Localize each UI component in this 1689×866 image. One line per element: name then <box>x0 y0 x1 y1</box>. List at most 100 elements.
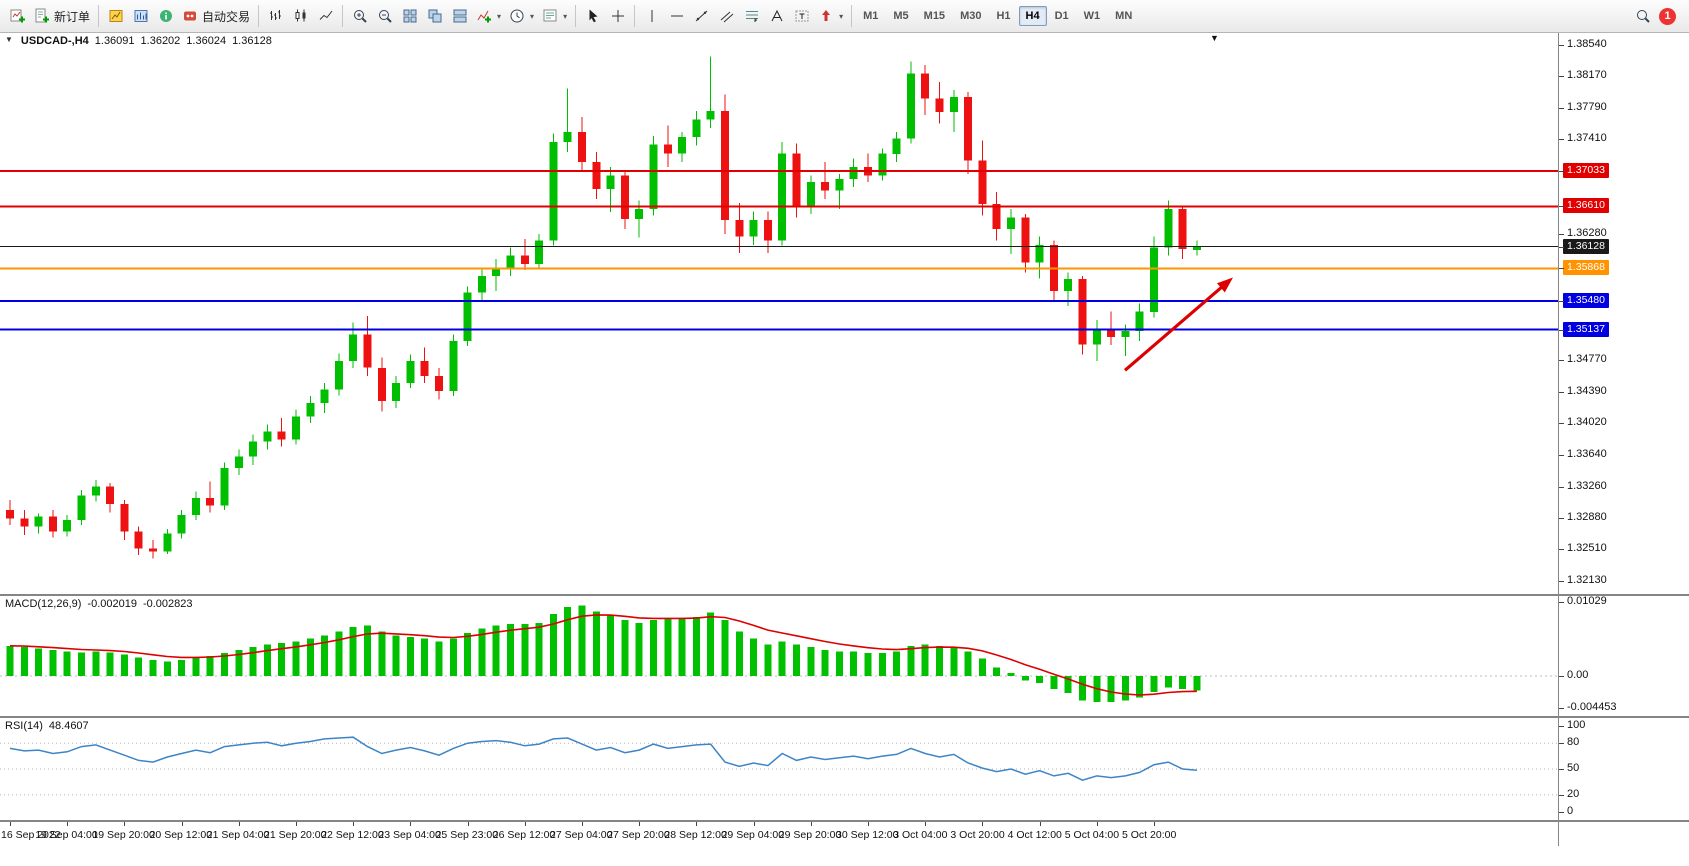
macd-value: -0.002019 <box>87 598 137 610</box>
chart-shift-marker[interactable]: ▼ <box>1210 33 1219 43</box>
pane-separator[interactable] <box>0 820 1689 822</box>
indicators-icon <box>477 10 492 23</box>
dropdown-caret-icon: ▾ <box>839 11 844 21</box>
auto-trading-button[interactable]: 自动交易 <box>178 4 254 29</box>
price-chart-canvas[interactable] <box>0 33 1558 594</box>
ohlc-close: 1.36128 <box>232 35 272 47</box>
zoom-in-button[interactable] <box>347 4 372 29</box>
axis-tick <box>1559 268 1564 270</box>
horizontal-line-tool-button[interactable] <box>664 4 689 29</box>
axis-tick <box>1559 139 1564 141</box>
chart-header: ▼ USDCAD-,H4 1.36091 1.36202 1.36024 1.3… <box>5 35 272 47</box>
time-tick <box>1154 822 1155 826</box>
axis-tick <box>1559 107 1564 109</box>
periods-button[interactable]: ▾ <box>505 4 538 29</box>
one-click-trading-arrow[interactable]: ▼ <box>5 35 13 44</box>
time-tick <box>353 822 355 826</box>
price-tick-label: 1.38540 <box>1567 38 1607 50</box>
market-watch-icon <box>134 10 148 22</box>
time-tick <box>639 822 641 826</box>
new-chart-button[interactable] <box>5 4 30 29</box>
notification-badge[interactable]: 1 <box>1659 7 1676 25</box>
timeframe-m5[interactable]: M5 <box>893 10 909 22</box>
zoom-out-icon <box>378 10 392 23</box>
rsi-axis-label: 80 <box>1567 736 1580 749</box>
vertical-line-tool-button[interactable] <box>639 4 664 29</box>
timeframe-d1[interactable]: D1 <box>1054 10 1069 22</box>
timeframe-w1[interactable]: W1 <box>1083 10 1101 22</box>
templates-icon <box>543 9 557 22</box>
cascade-windows-icon <box>428 9 442 23</box>
price-tick-label: 1.34770 <box>1567 353 1607 366</box>
axis-tick <box>1559 422 1564 424</box>
dropdown-caret-icon: ▾ <box>563 11 568 21</box>
time-axis[interactable]: 16 Sep 2022 19 Sep 04:00 19 Sep 20:00 20 Se… <box>0 822 1689 848</box>
profile-button[interactable] <box>103 4 128 29</box>
timeframe-group: M1 M5 M15 M30 H1 H4 D1 W1 MN <box>856 6 1139 26</box>
pane-separator[interactable] <box>0 716 1689 718</box>
time-tick-label: 30 Sep 12:00 <box>836 829 899 841</box>
label-icon <box>795 10 809 22</box>
arrows-tool-button[interactable]: ▾ <box>814 4 847 29</box>
tile-windows-button[interactable] <box>397 4 422 29</box>
templates-button[interactable]: ▾ <box>538 4 571 29</box>
new-order-button[interactable]: 新订单 <box>30 4 94 29</box>
label-tool-button[interactable] <box>789 4 814 29</box>
toolbar-separator <box>258 5 260 27</box>
timeframe-m1[interactable]: M1 <box>863 10 879 22</box>
rsi-header: RSI(14) 48.4607 <box>5 720 89 732</box>
market-watch-button[interactable] <box>128 4 153 29</box>
macd-axis-label: 0.01029 <box>1567 595 1607 607</box>
candlestick-chart-button[interactable] <box>288 4 313 29</box>
axis-tick <box>1559 233 1564 235</box>
cursor-tool-button[interactable] <box>580 4 605 29</box>
indicators-button[interactable]: ▾ <box>472 4 505 29</box>
time-tick <box>467 822 469 826</box>
price-tick-label: 1.37790 <box>1567 100 1607 113</box>
line-chart-button[interactable] <box>313 4 338 29</box>
time-tick <box>925 822 927 826</box>
bar-chart-button[interactable] <box>263 4 288 29</box>
price-tick-label: 1.34020 <box>1567 415 1607 428</box>
channel-tool-button[interactable] <box>714 4 739 29</box>
time-tick <box>238 822 240 826</box>
fibonacci-tool-button[interactable] <box>739 4 764 29</box>
candlestick-chart-icon <box>295 9 306 22</box>
macd-canvas[interactable] <box>0 596 1558 716</box>
axis-tick <box>1559 812 1564 813</box>
time-tick-label: 21 Sep 04:00 <box>206 829 270 841</box>
price-axis[interactable]: 1.38540 1.38170 1.37790 1.37410 1.36280 1.347… <box>1558 33 1689 846</box>
cascade-windows-button[interactable] <box>422 4 447 29</box>
time-tick <box>868 822 869 826</box>
trendline-tool-button[interactable] <box>689 4 714 29</box>
timeframe-h1[interactable]: H1 <box>996 10 1011 22</box>
time-tick <box>810 822 812 826</box>
tile-horizontal-button[interactable] <box>447 4 472 29</box>
rsi-canvas[interactable] <box>0 718 1558 820</box>
new-chart-icon <box>10 9 25 23</box>
time-tick <box>296 822 297 826</box>
rsi-label: RSI(14) <box>5 720 43 732</box>
ohlc-open: 1.36091 <box>94 35 135 47</box>
arrow-shape-icon <box>822 10 831 21</box>
price-line-label: 1.35137 <box>1563 321 1609 337</box>
zoom-out-button[interactable] <box>372 4 397 29</box>
timeframe-m30[interactable]: M30 <box>960 10 982 22</box>
dropdown-caret-icon: ▾ <box>530 11 535 21</box>
axis-tick <box>1559 300 1564 302</box>
pane-separator[interactable] <box>0 594 1689 596</box>
price-line-label: 1.35868 <box>1563 260 1609 276</box>
terminal-button[interactable] <box>153 4 178 29</box>
timeframe-h4[interactable]: H4 <box>1018 6 1047 26</box>
horizontal-line-icon <box>670 15 683 17</box>
axis-tick <box>1559 171 1564 172</box>
search-button[interactable] <box>1630 4 1655 29</box>
dropdown-caret-icon: ▾ <box>497 11 502 21</box>
text-tool-button[interactable] <box>764 4 789 29</box>
price-chart-pane[interactable]: ▼ USDCAD-,H4 1.36091 1.36202 1.36024 1.3… <box>0 33 1558 594</box>
rsi-pane[interactable]: RSI(14) 48.4607 <box>0 718 1558 820</box>
macd-pane[interactable]: MACD(12,26,9) -0.002019 -0.002823 <box>0 596 1558 716</box>
timeframe-mn[interactable]: MN <box>1115 10 1133 22</box>
crosshair-tool-button[interactable] <box>605 4 630 29</box>
timeframe-m15[interactable]: M15 <box>923 10 946 22</box>
